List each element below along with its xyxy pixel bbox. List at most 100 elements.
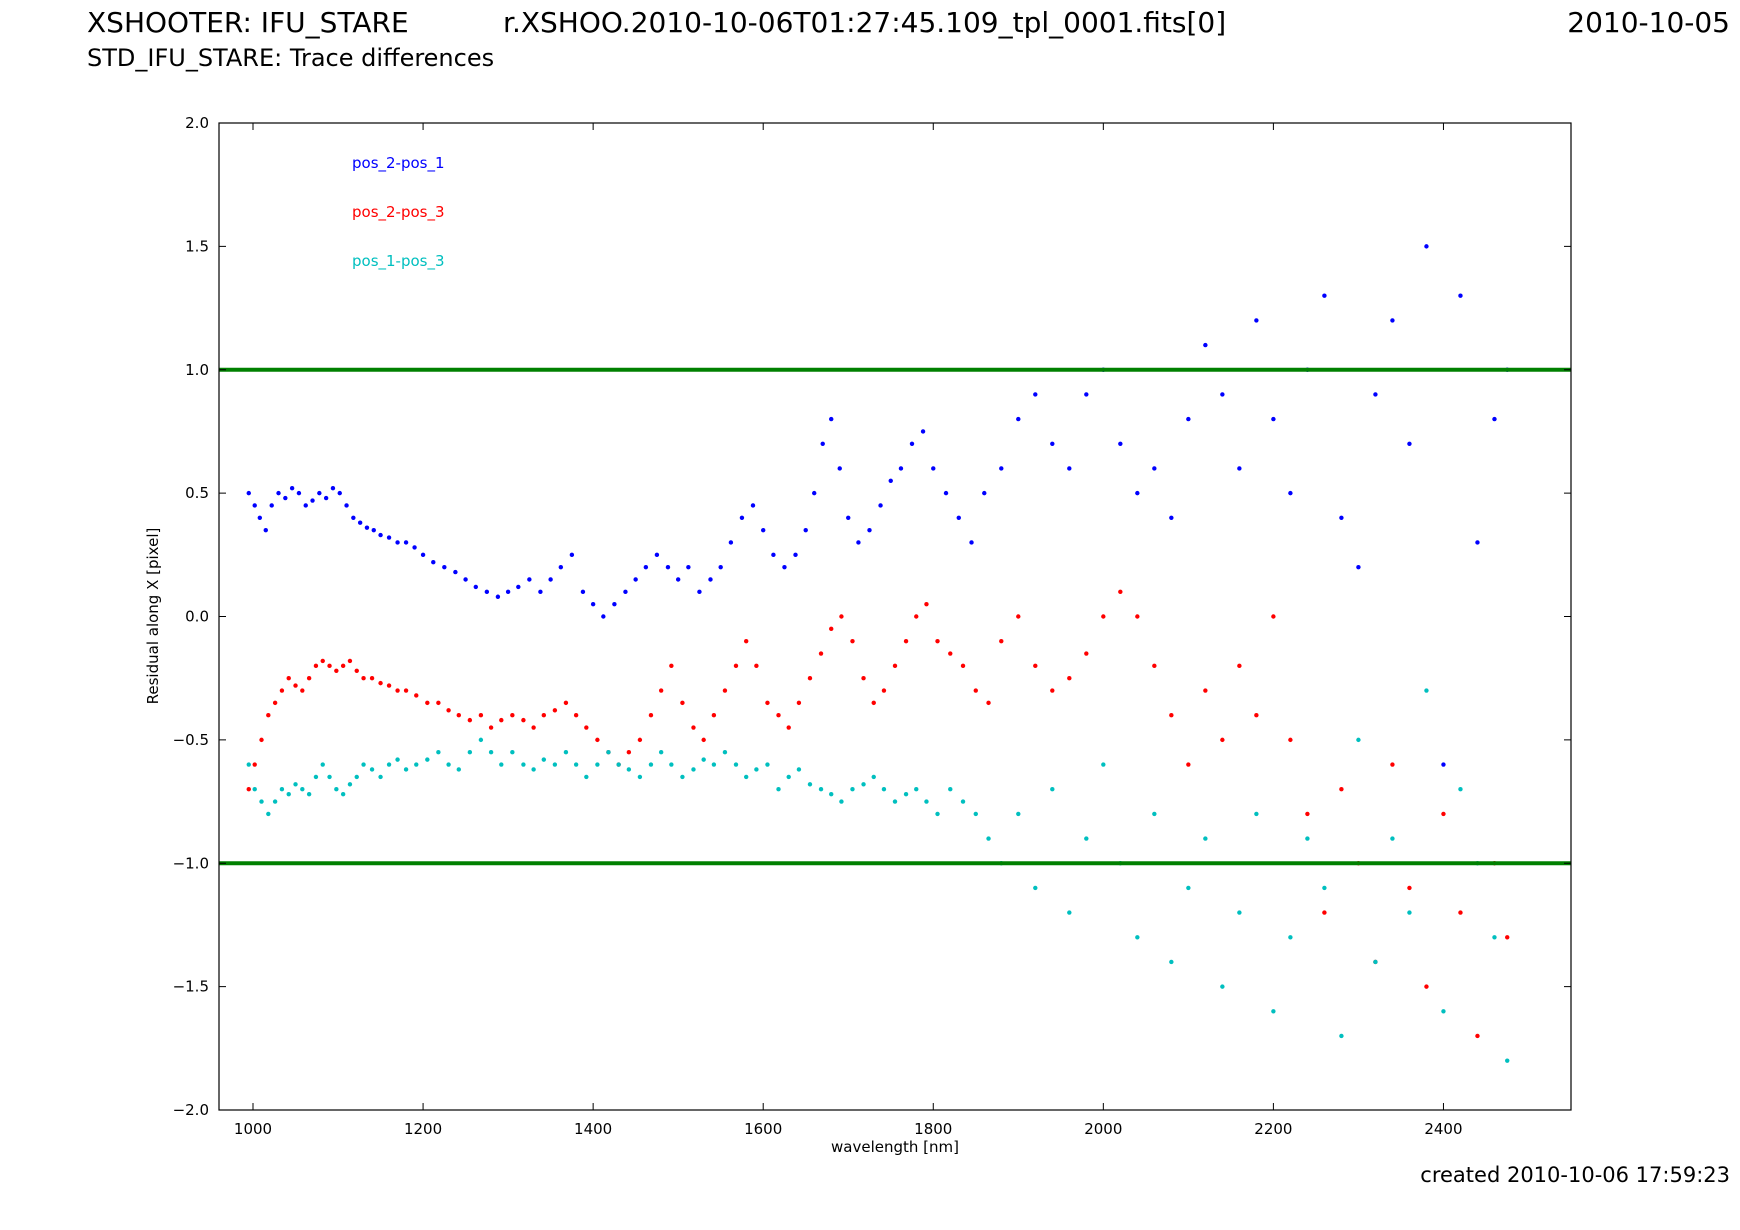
y-tick-label: 2.0 <box>185 114 209 132</box>
series-1-point <box>590 601 596 607</box>
series-3-point <box>754 767 759 772</box>
series-3-point <box>246 762 251 767</box>
series-1-point <box>1458 293 1463 298</box>
series-3-point <box>488 750 494 755</box>
series-2-point <box>1220 737 1225 743</box>
series-2-point <box>1271 614 1276 619</box>
series-2-point <box>436 700 441 706</box>
series-3-point <box>786 774 791 780</box>
series-2-point <box>722 688 728 693</box>
series-1-point <box>829 416 834 422</box>
series-2-point <box>1237 663 1242 669</box>
series-2-point <box>286 675 291 681</box>
series-2-point <box>1118 589 1123 595</box>
series-1-point <box>867 527 872 533</box>
series-1-point <box>1492 416 1497 422</box>
series-3-point <box>347 782 353 787</box>
series-1-point <box>395 540 400 545</box>
series-1-point <box>296 490 302 496</box>
series-3-point <box>541 757 547 762</box>
series-3-point <box>510 750 515 755</box>
series-2-point <box>354 668 359 673</box>
series-3-point <box>403 767 409 772</box>
series-2-point <box>584 725 589 730</box>
series-1-point <box>686 564 691 570</box>
series-2-point <box>1424 984 1429 989</box>
series-2-point <box>1067 675 1072 681</box>
series-3-point <box>293 782 298 787</box>
series-3-point <box>478 737 484 743</box>
series-2-point <box>818 651 824 656</box>
series-1-point <box>1186 416 1191 422</box>
series-2-point <box>563 700 569 706</box>
series-2-point <box>829 626 834 632</box>
series-1-point <box>263 527 268 533</box>
series-1-point <box>782 564 787 570</box>
series-1-point <box>909 441 915 446</box>
series-2-point <box>456 713 461 718</box>
series-2-point <box>1050 688 1055 693</box>
series-3-point <box>881 787 887 792</box>
series-1-point <box>378 532 383 538</box>
series-1-point <box>856 540 861 545</box>
series-2-point <box>327 663 332 669</box>
series-1-point <box>708 577 713 582</box>
series-1-point <box>878 503 883 508</box>
series-3-point <box>892 799 898 804</box>
series-1-point <box>351 515 356 520</box>
series-3-point <box>1016 811 1021 817</box>
series-3-point <box>1505 1058 1510 1063</box>
series-3-point <box>467 750 473 755</box>
series-2-point <box>259 737 264 743</box>
series-3-point <box>286 791 291 797</box>
series-1-point <box>310 498 315 503</box>
series-3-point <box>414 762 419 767</box>
series-3-point <box>616 762 621 767</box>
series-2-point <box>386 683 392 688</box>
series-3-point <box>1288 935 1293 940</box>
series-3-point <box>563 750 569 755</box>
series-1-point <box>601 614 606 619</box>
series-2-point <box>960 663 966 669</box>
series-1-point <box>739 515 745 520</box>
series-2-point <box>252 762 257 767</box>
plot-area-frame <box>218 122 1572 1111</box>
series-3-point <box>948 787 953 792</box>
series-2-point <box>521 717 526 723</box>
y-tick-label: 1.5 <box>185 237 209 255</box>
series-2-point <box>1305 811 1310 817</box>
series-1-point <box>665 564 671 570</box>
series-2-point <box>733 663 739 669</box>
series-1-point <box>1271 416 1276 422</box>
series-3-point <box>361 762 366 767</box>
series-1-point <box>888 478 893 483</box>
series-1-point <box>516 584 521 590</box>
series-1-point <box>1118 441 1123 446</box>
series-3-point <box>733 762 739 767</box>
series-2-point <box>637 737 643 743</box>
series-1-point <box>1356 564 1361 570</box>
series-1-point <box>484 589 490 595</box>
series-1-point <box>269 503 274 508</box>
series-2-point <box>1254 713 1259 718</box>
series-3-point <box>499 762 504 767</box>
series-1-point <box>1203 342 1208 348</box>
series-2-point <box>648 713 654 718</box>
series-3-point <box>680 774 685 780</box>
series-1-point <box>371 527 376 533</box>
series-3-point <box>722 750 728 755</box>
x-tick-label: 2000 <box>1084 1120 1122 1138</box>
series-3-point <box>456 767 461 772</box>
series-2-point <box>334 668 339 673</box>
series-3-point <box>1050 787 1055 792</box>
series-3-point <box>266 811 271 817</box>
series-3-point <box>711 762 717 767</box>
series-1-point <box>654 552 660 558</box>
y-tick-label: 0.5 <box>185 484 209 502</box>
series-3-point <box>573 762 579 767</box>
series-2-point <box>701 737 706 743</box>
series-2-point <box>1016 614 1021 619</box>
series-3-point <box>807 782 813 787</box>
series-3-point <box>796 767 802 772</box>
series-3-point <box>1492 935 1497 940</box>
